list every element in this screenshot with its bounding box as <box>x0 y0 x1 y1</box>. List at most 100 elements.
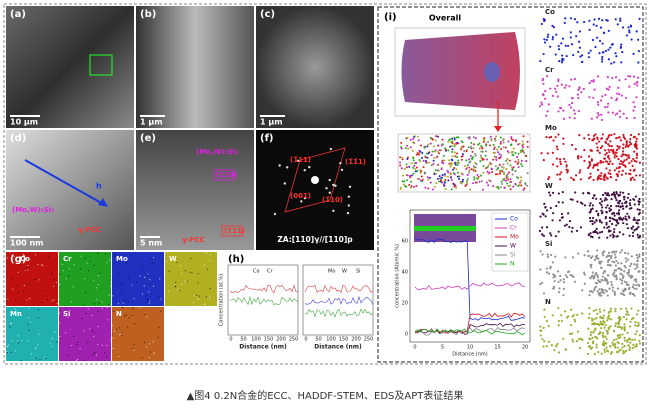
zoom-box <box>397 133 531 193</box>
atom <box>570 143 574 147</box>
atom <box>465 150 468 153</box>
atom <box>46 298 48 300</box>
atom <box>92 354 94 356</box>
atom <box>175 257 177 259</box>
atom <box>97 326 99 328</box>
atom <box>572 340 575 343</box>
atom <box>611 111 614 114</box>
atom <box>453 138 456 141</box>
atom <box>429 176 432 179</box>
atom <box>554 235 557 238</box>
atom <box>197 273 199 275</box>
atom <box>576 93 579 96</box>
atom <box>468 169 471 172</box>
atom <box>551 163 555 166</box>
atom <box>601 160 605 164</box>
atom <box>595 210 598 213</box>
atom <box>604 192 607 195</box>
atom <box>559 162 562 166</box>
atom <box>622 161 625 164</box>
atom <box>542 292 546 295</box>
atom <box>93 264 95 266</box>
atom <box>41 302 43 304</box>
atom <box>616 145 619 148</box>
atom <box>517 161 520 164</box>
atom <box>526 172 529 175</box>
atom <box>190 258 192 260</box>
atom <box>624 172 628 175</box>
atom <box>595 254 599 257</box>
atom <box>541 281 544 285</box>
atom <box>615 190 618 194</box>
atom <box>583 149 586 152</box>
atom <box>603 309 606 312</box>
element-label: N <box>545 298 551 306</box>
atom <box>470 145 473 148</box>
atom <box>594 327 597 330</box>
atom <box>412 159 415 162</box>
atom <box>615 250 618 253</box>
atom <box>543 202 546 205</box>
atom <box>599 262 602 265</box>
atom <box>444 187 447 190</box>
atom <box>600 203 603 206</box>
atom <box>592 330 595 334</box>
atom <box>607 102 610 105</box>
atom <box>28 329 30 331</box>
atom <box>595 227 598 230</box>
atom <box>589 149 593 152</box>
atom <box>614 18 617 21</box>
atom <box>637 61 640 64</box>
atom <box>550 253 553 257</box>
atom <box>553 285 556 289</box>
inset-band <box>414 226 476 231</box>
atom <box>628 144 631 147</box>
atom <box>629 320 632 323</box>
atom <box>635 330 639 333</box>
atom <box>636 222 639 225</box>
atom <box>593 88 596 91</box>
atom <box>442 154 445 157</box>
atom <box>557 307 560 310</box>
atom <box>546 255 550 258</box>
atom <box>490 137 493 140</box>
atom <box>622 352 625 355</box>
matrix-label: γ-FCC <box>182 236 205 244</box>
atom <box>465 179 468 182</box>
atom <box>501 182 504 185</box>
atom <box>441 138 444 141</box>
profile-line <box>304 308 374 318</box>
atom <box>13 255 15 257</box>
atom <box>572 256 575 259</box>
atom <box>615 137 618 140</box>
scale-bar <box>260 115 285 117</box>
atom <box>29 283 31 285</box>
atom <box>605 18 608 22</box>
atom <box>615 224 618 227</box>
atom <box>122 302 124 304</box>
atom <box>598 323 601 327</box>
atom <box>624 78 627 81</box>
atom <box>58 273 60 275</box>
atom <box>598 151 601 154</box>
legend-entry: N <box>510 261 515 268</box>
atom <box>105 253 107 255</box>
atom <box>421 156 424 159</box>
atom <box>623 328 626 331</box>
atom <box>118 302 120 304</box>
atom <box>589 175 592 178</box>
atom <box>149 357 151 359</box>
panel-label: (f) <box>260 133 274 144</box>
atom <box>168 270 170 272</box>
atom <box>109 275 111 277</box>
atom <box>613 344 616 347</box>
atom <box>453 136 456 139</box>
atom <box>596 178 599 181</box>
atom <box>131 307 133 309</box>
atom <box>118 356 120 358</box>
atom <box>498 157 501 160</box>
atom <box>611 233 614 236</box>
atom <box>98 275 100 277</box>
eds-map <box>165 252 217 306</box>
atom <box>17 335 19 337</box>
